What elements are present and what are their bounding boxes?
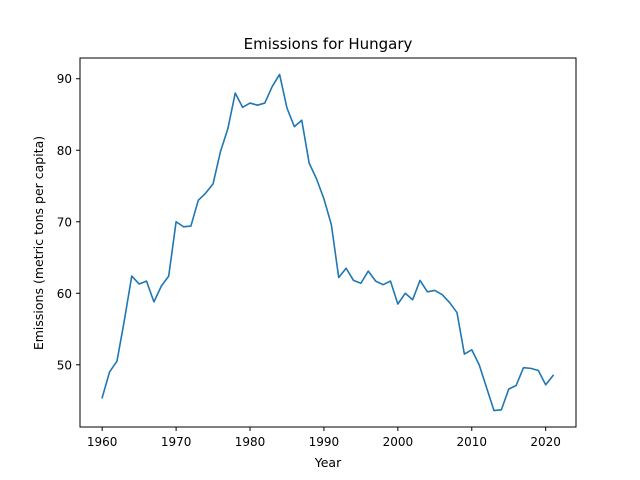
x-tick-label: 1980 bbox=[235, 435, 266, 449]
y-tick-label: 50 bbox=[57, 358, 72, 372]
x-tick-label: 2020 bbox=[530, 435, 561, 449]
series-line-0 bbox=[101, 73, 555, 412]
y-tick-label: 60 bbox=[57, 287, 72, 301]
x-tick-label: 2000 bbox=[383, 435, 414, 449]
y-tick-label: 90 bbox=[57, 72, 72, 86]
plot-area: 1960 1970 1980 1990 2000 2010 2020 50 60 70 80 90 bbox=[57, 57, 577, 449]
axes-frame bbox=[79, 57, 577, 428]
y-tick-label: 70 bbox=[57, 215, 72, 229]
y-tick-label: 80 bbox=[57, 144, 72, 158]
x-tick-label: 1960 bbox=[87, 435, 118, 449]
x-axis-label: Year bbox=[314, 455, 342, 470]
chart-title: Emissions for Hungary bbox=[244, 35, 413, 53]
x-tick-label: 1990 bbox=[309, 435, 340, 449]
y-axis-label: Emissions (metric tons per capita) bbox=[31, 136, 46, 350]
x-tick-label: 2010 bbox=[457, 435, 488, 449]
x-tick-label: 1970 bbox=[161, 435, 192, 449]
